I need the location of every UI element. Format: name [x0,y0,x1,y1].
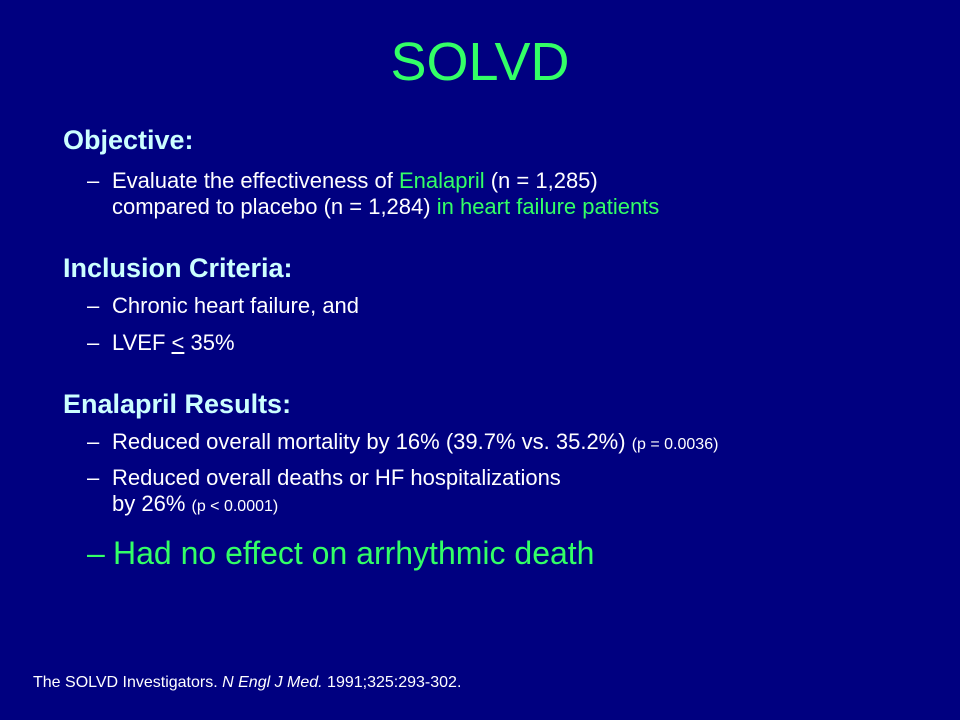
less-equal-symbol: < [171,330,185,355]
inclusion-bullet-1: – Chronic heart failure, and [87,293,359,319]
enalapril-highlight: Enalapril [399,168,485,193]
objective-heading: Objective: [63,125,194,155]
inclusion-bullet-1-text: Chronic heart failure, and [112,293,360,318]
citation-details: 1991;325:293-302. [322,674,462,691]
lvef-label: LVEF [112,330,172,355]
hospitalization-text-1: Reduced overall deaths or HF hospitaliza… [112,465,561,490]
results-heading: Enalapril Results: [63,389,292,419]
objective-text-3: compared to placebo (n = 1,284) [112,194,437,219]
results-bullet-1: – Reduced overall mortality by 16% (39.7… [87,429,718,458]
citation-authors: The SOLVD Investigators. [33,674,223,691]
objective-text-2: (n = 1,285) [484,168,598,193]
bullet-dash: – [87,465,100,490]
objective-text-1: Evaluate the effectiveness of [112,168,399,193]
hf-patients-highlight: in heart failure patients [436,194,660,219]
citation: The SOLVD Investigators. N Engl J Med. 1… [33,673,461,693]
lvef-value: 35% [184,330,235,355]
bullet-dash: – [87,535,105,571]
results-bullet-2: – Reduced overall deaths or HF hospitali… [87,465,561,520]
results-bullet-3: – Had no effect on arrhythmic death [87,534,594,572]
results-bullet-1-text: Reduced overall mortality by 16% (39.7% … [112,429,718,458]
inclusion-bullet-2: – LVEF < 35% [87,330,235,356]
inclusion-bullet-2-text: LVEF < 35% [112,330,235,356]
citation-journal: N Engl J Med. [222,674,323,691]
objective-bullet-text: Evaluate the effectiveness of Enalapril … [112,168,659,220]
inclusion-heading: Inclusion Criteria: [63,253,293,283]
results-bullet-2-text: Reduced overall deaths or HF hospitaliza… [112,465,561,520]
mortality-text: Reduced overall mortality by 16% (39.7% … [112,429,632,454]
mortality-p-value: (p = 0.0036) [631,436,719,453]
bullet-dash: – [87,330,100,355]
slide-title: SOLVD [390,32,570,92]
bullet-dash: – [87,429,100,454]
hospitalization-text-2: by 26% [112,491,192,516]
bullet-dash: – [87,168,100,193]
objective-bullet: – Evaluate the effectiveness of Enalapri… [87,168,659,220]
hospitalization-p-value: (p < 0.0001) [191,498,279,515]
arrhythmic-death-text: Had no effect on arrhythmic death [113,535,595,571]
bullet-dash: – [87,293,100,318]
